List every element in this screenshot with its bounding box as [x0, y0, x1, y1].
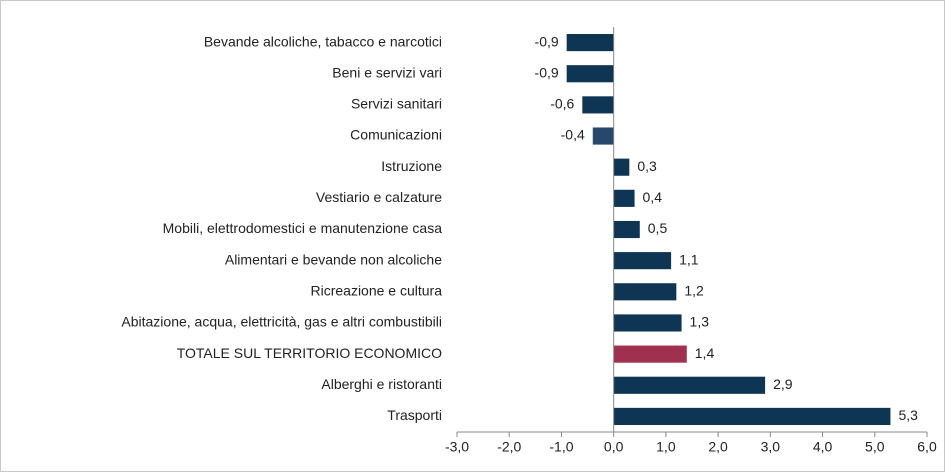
y-tick-label: Alimentari e bevande non alcoliche	[225, 251, 442, 267]
value-label: -0,6	[550, 96, 574, 112]
y-tick-label: Comunicazioni	[350, 127, 442, 143]
value-label: 5,3	[898, 407, 918, 423]
bar	[613, 314, 682, 332]
y-tick-label: TOTALE SUL TERRITORIO ECONOMICO	[177, 345, 442, 361]
value-label: 1,3	[690, 314, 710, 330]
y-tick-label: Bevande alcoliche, tabacco e narcotici	[204, 33, 442, 49]
bar	[613, 252, 672, 270]
x-tick-label: 1,0	[656, 439, 676, 455]
value-label: 2,9	[773, 376, 793, 392]
y-tick-label: Istruzione	[381, 158, 442, 174]
x-tick-label: 2,0	[708, 439, 728, 455]
y-tick-label: Servizi sanitari	[351, 96, 442, 112]
value-label: 1,2	[684, 283, 704, 299]
bar	[613, 158, 630, 176]
y-tick-label: Ricreazione e cultura	[310, 283, 442, 299]
value-label: 0,4	[643, 189, 663, 205]
x-tick-label: 6,0	[917, 439, 937, 455]
bar	[613, 283, 677, 301]
x-tick-label: 5,0	[865, 439, 885, 455]
bar	[613, 407, 891, 425]
value-label: -0,9	[535, 33, 559, 49]
x-tick-label: -3,0	[445, 439, 469, 455]
bar	[613, 220, 640, 239]
y-tick-label: Trasporti	[387, 407, 442, 423]
y-tick-label: Alberghi e ristoranti	[321, 376, 442, 392]
bar	[613, 376, 766, 394]
y-tick-label: Mobili, elettrodomestici e manutenzione …	[163, 220, 443, 236]
x-tick-label: 4,0	[813, 439, 833, 455]
value-label: 0,3	[637, 158, 657, 174]
bar	[613, 189, 635, 207]
x-tick-label: -2,0	[497, 439, 521, 455]
x-tick-label: 3,0	[761, 439, 781, 455]
y-tick-label: Beni e servizi vari	[332, 64, 442, 80]
value-label: 0,5	[648, 220, 668, 236]
value-label: 1,4	[695, 345, 715, 361]
bar	[613, 345, 687, 363]
bar	[566, 34, 614, 52]
value-label: -0,9	[535, 64, 559, 80]
x-tick-label: -1,0	[549, 439, 573, 455]
bar	[566, 65, 614, 83]
value-label: 1,1	[679, 251, 699, 267]
x-tick-label: 0,0	[604, 439, 624, 455]
value-label: -0,4	[561, 127, 585, 143]
y-tick-label: Vestiario e calzature	[316, 189, 442, 205]
bar	[592, 127, 614, 145]
y-tick-label: Abitazione, acqua, elettricità, gas e al…	[121, 314, 442, 330]
bar	[582, 96, 614, 114]
